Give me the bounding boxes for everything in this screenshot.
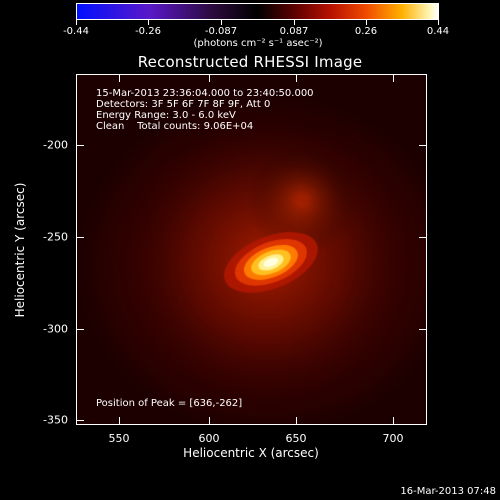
colorbar-tick [221,20,222,25]
y-tick-label: -200 [43,138,68,152]
image-plot: 15-Mar-2013 23:36:04.000 to 23:40:50.000… [76,74,427,425]
y-axis-tick-right [419,145,426,146]
colorbar-tick-label: 0.26 [354,26,378,37]
x-tick-label: 650 [285,432,307,445]
x-axis-tick [296,417,297,424]
colorbar-tick [148,20,149,25]
x-tick-label: 550 [108,432,130,445]
clean-counts-label: Clean Total counts: 9.06E+04 [96,121,254,132]
energy-range-label: Energy Range: 3.0 - 6.0 keV [96,110,236,121]
y-tick-label: -300 [43,322,68,336]
x-tick-label: 600 [198,432,220,445]
x-axis-title: Heliocentric X (arcsec) [183,446,319,460]
colorbar-tick-label: -0.26 [135,26,161,37]
y-axis-tick-right [419,329,426,330]
y-tick-label: -250 [43,230,68,244]
y-tick-label: -350 [43,413,68,427]
time-range-label: 15-Mar-2013 23:36:04.000 to 23:40:50.000 [96,88,314,99]
plot-timestamp: 16-Mar-2013 07:48 [400,486,496,497]
peak-position-label: Position of Peak = [636,-262] [96,398,243,409]
x-axis-tick [209,417,210,424]
y-axis-tick [77,145,84,146]
flare-image [77,75,426,424]
y-axis-tick [77,237,84,238]
detectors-label: Detectors: 3F 5F 6F 7F 8F 9F, Att 0 [96,99,271,110]
colorbar-tick-label: 0.087 [279,26,309,37]
colorbar-tick [366,20,367,25]
plot-title: Reconstructed RHESSI Image [137,53,363,71]
x-tick-label: 700 [382,432,404,445]
x-axis-tick-top [296,75,297,82]
colorbar [76,3,439,20]
colorbar-tick [294,20,295,25]
y-axis-title: Heliocentric Y (arcsec) [13,182,27,318]
x-axis-tick [393,417,394,424]
colorbar-tick-label: -0.087 [204,26,238,37]
x-axis-tick-top [119,75,120,82]
colorbar-tick-label: -0.44 [63,26,89,37]
x-axis-tick [119,417,120,424]
colorbar-units: (photons cm⁻² s⁻¹ asec⁻²) [193,38,323,49]
colorbar-tick [76,20,77,25]
y-axis-tick [77,329,84,330]
x-axis-tick-top [209,75,210,82]
y-axis-tick [77,420,84,421]
x-axis-tick-top [393,75,394,82]
colorbar-tick [438,20,439,25]
y-axis-tick-right [419,237,426,238]
colorbar-tick-label: 0.44 [426,26,450,37]
